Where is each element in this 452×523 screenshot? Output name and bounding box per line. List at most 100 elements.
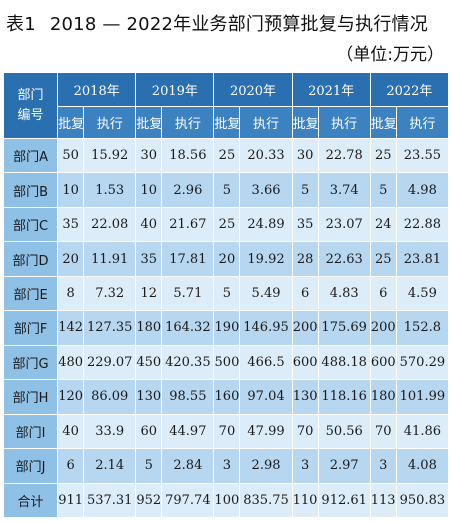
approved-cell: 3	[213, 448, 241, 484]
approved-cell: 120	[57, 379, 85, 415]
sub-header-executed: 执行	[161, 106, 215, 139]
approved-cell: 1138	[369, 482, 397, 519]
approved-cell: 3	[291, 448, 319, 484]
executed-cell: 19.92	[239, 241, 293, 277]
sub-header-executed: 执行	[317, 106, 371, 139]
approved-cell: 5	[213, 172, 241, 208]
executed-cell: 44.97	[161, 413, 215, 450]
unit-label: （单位:万元）	[336, 45, 444, 65]
approved-cell: 40	[57, 413, 85, 450]
approved-cell: 450	[135, 344, 163, 381]
approved-cell: 70	[291, 413, 319, 450]
executed-cell: 47.99	[239, 413, 293, 450]
table-row: 部门I 40 33.9 60 44.97 70 47.99 70 50.56 70 41.86	[2, 413, 450, 450]
sub-header-executed: 执行	[239, 106, 293, 139]
executed-cell: 23.07	[317, 206, 371, 243]
sub-header-approved: 批复	[213, 106, 241, 139]
executed-cell: 2.97	[317, 448, 371, 484]
sub-header-approved: 批复	[369, 106, 397, 139]
executed-cell: 175.69	[317, 310, 371, 346]
approved-cell: 142	[57, 310, 85, 346]
year-header: 2022年	[369, 72, 450, 107]
approved-cell: 952	[135, 482, 163, 519]
executed-cell: 33.9	[83, 413, 137, 450]
executed-cell: 97.04	[239, 379, 293, 415]
table-row: 部门A 50 15.92 30 18.56 25 20.33 30 22.78 25 23.55	[2, 137, 450, 174]
table-body: 部门A 50 15.92 30 18.56 25 20.33 30 22.78 25 23.55 部门…	[2, 137, 450, 519]
total-row: 合计911537.31952797.741003835.751107912.61…	[2, 482, 450, 519]
approved-cell: 60	[135, 413, 163, 450]
approved-cell: 25	[369, 241, 397, 277]
executed-cell: 18.56	[161, 137, 215, 174]
approved-cell: 30	[135, 137, 163, 174]
approved-cell: 25	[369, 137, 397, 174]
table-row: 部门G 480 229.07 450 420.35 500 466.5 600 488.18 60…	[2, 344, 450, 381]
executed-cell: 466.5	[239, 344, 293, 381]
approved-cell: 25	[213, 137, 241, 174]
approved-cell: 20	[57, 241, 85, 277]
approved-cell: 190	[213, 310, 241, 346]
executed-cell: 797.74	[161, 482, 215, 519]
executed-cell: 835.75	[239, 482, 293, 519]
dept-cell: 部门E	[2, 275, 59, 312]
executed-cell: 420.35	[161, 344, 215, 381]
executed-cell: 1.53	[83, 172, 137, 208]
approved-cell: 130	[291, 379, 319, 415]
executed-cell: 3.66	[239, 172, 293, 208]
approved-cell: 160	[213, 379, 241, 415]
dept-cell: 部门J	[2, 448, 59, 484]
approved-cell: 70	[369, 413, 397, 450]
table-row: 部门C 35 22.08 40 21.67 25 24.89 35 23.07 24 22.88	[2, 206, 450, 243]
approved-cell: 6	[369, 275, 397, 312]
table-header: 部门 编号 2018年 2019年 2020年 2021年 2022年 批复 执…	[2, 72, 450, 139]
approved-cell: 600	[369, 344, 397, 381]
executed-cell: 50.56	[317, 413, 371, 450]
executed-cell: 11.91	[83, 241, 137, 277]
approved-cell: 10	[135, 172, 163, 208]
table-row: 部门B 10 1.53 10 2.96 5 3.66 5 3.74 5 4.98	[2, 172, 450, 208]
executed-cell: 2.84	[161, 448, 215, 484]
budget-table: 部门 编号 2018年 2019年 2020年 2021年 2022年 批复 执…	[2, 72, 450, 519]
approved-cell: 200	[291, 310, 319, 346]
dept-header-line2: 编号	[17, 107, 44, 123]
approved-cell: 35	[291, 206, 319, 243]
approved-cell: 911	[57, 482, 85, 519]
executed-cell: 950.83	[395, 482, 450, 519]
approved-cell: 5	[291, 172, 319, 208]
executed-cell: 7.32	[83, 275, 137, 312]
table-title: 表1 2018 — 2022年业务部门预算批复与执行情况	[6, 10, 428, 36]
approved-cell: 480	[57, 344, 85, 381]
dept-header: 部门 编号	[2, 72, 59, 139]
approved-cell: 35	[57, 206, 85, 243]
executed-cell: 118.16	[317, 379, 371, 415]
executed-cell: 23.55	[395, 137, 450, 174]
executed-cell: 4.08	[395, 448, 450, 484]
executed-cell: 4.83	[317, 275, 371, 312]
dept-cell: 部门C	[2, 206, 59, 243]
dept-cell: 部门A	[2, 137, 59, 174]
title-block: 表1 2018 — 2022年业务部门预算批复与执行情况 （单位:万元）	[0, 0, 452, 70]
approved-cell: 30	[291, 137, 319, 174]
executed-cell: 488.18	[317, 344, 371, 381]
approved-cell: 20	[213, 241, 241, 277]
executed-cell: 20.33	[239, 137, 293, 174]
executed-cell: 41.86	[395, 413, 450, 450]
approved-cell: 12	[135, 275, 163, 312]
executed-cell: 912.61	[317, 482, 371, 519]
executed-cell: 4.98	[395, 172, 450, 208]
sub-header-approved: 批复	[135, 106, 163, 139]
table-number: 表1	[6, 14, 36, 35]
table-row: 部门D 20 11.91 35 17.81 20 19.92 28 22.63 25 23.81	[2, 241, 450, 277]
year-header: 2019年	[135, 72, 215, 107]
table-row: 部门E 8 7.32 12 5.71 5 5.49 6 4.83 6 4.59	[2, 275, 450, 312]
executed-cell: 15.92	[83, 137, 137, 174]
approved-cell: 10	[57, 172, 85, 208]
executed-cell: 21.67	[161, 206, 215, 243]
table-row: 部门J 6 2.14 5 2.84 3 2.98 3 2.97 3 4.08	[2, 448, 450, 484]
sub-header-executed: 执行	[83, 106, 137, 139]
executed-cell: 5.49	[239, 275, 293, 312]
approved-cell: 70	[213, 413, 241, 450]
dept-cell: 部门I	[2, 413, 59, 450]
sub-header-approved: 批复	[291, 106, 319, 139]
executed-cell: 164.32	[161, 310, 215, 346]
